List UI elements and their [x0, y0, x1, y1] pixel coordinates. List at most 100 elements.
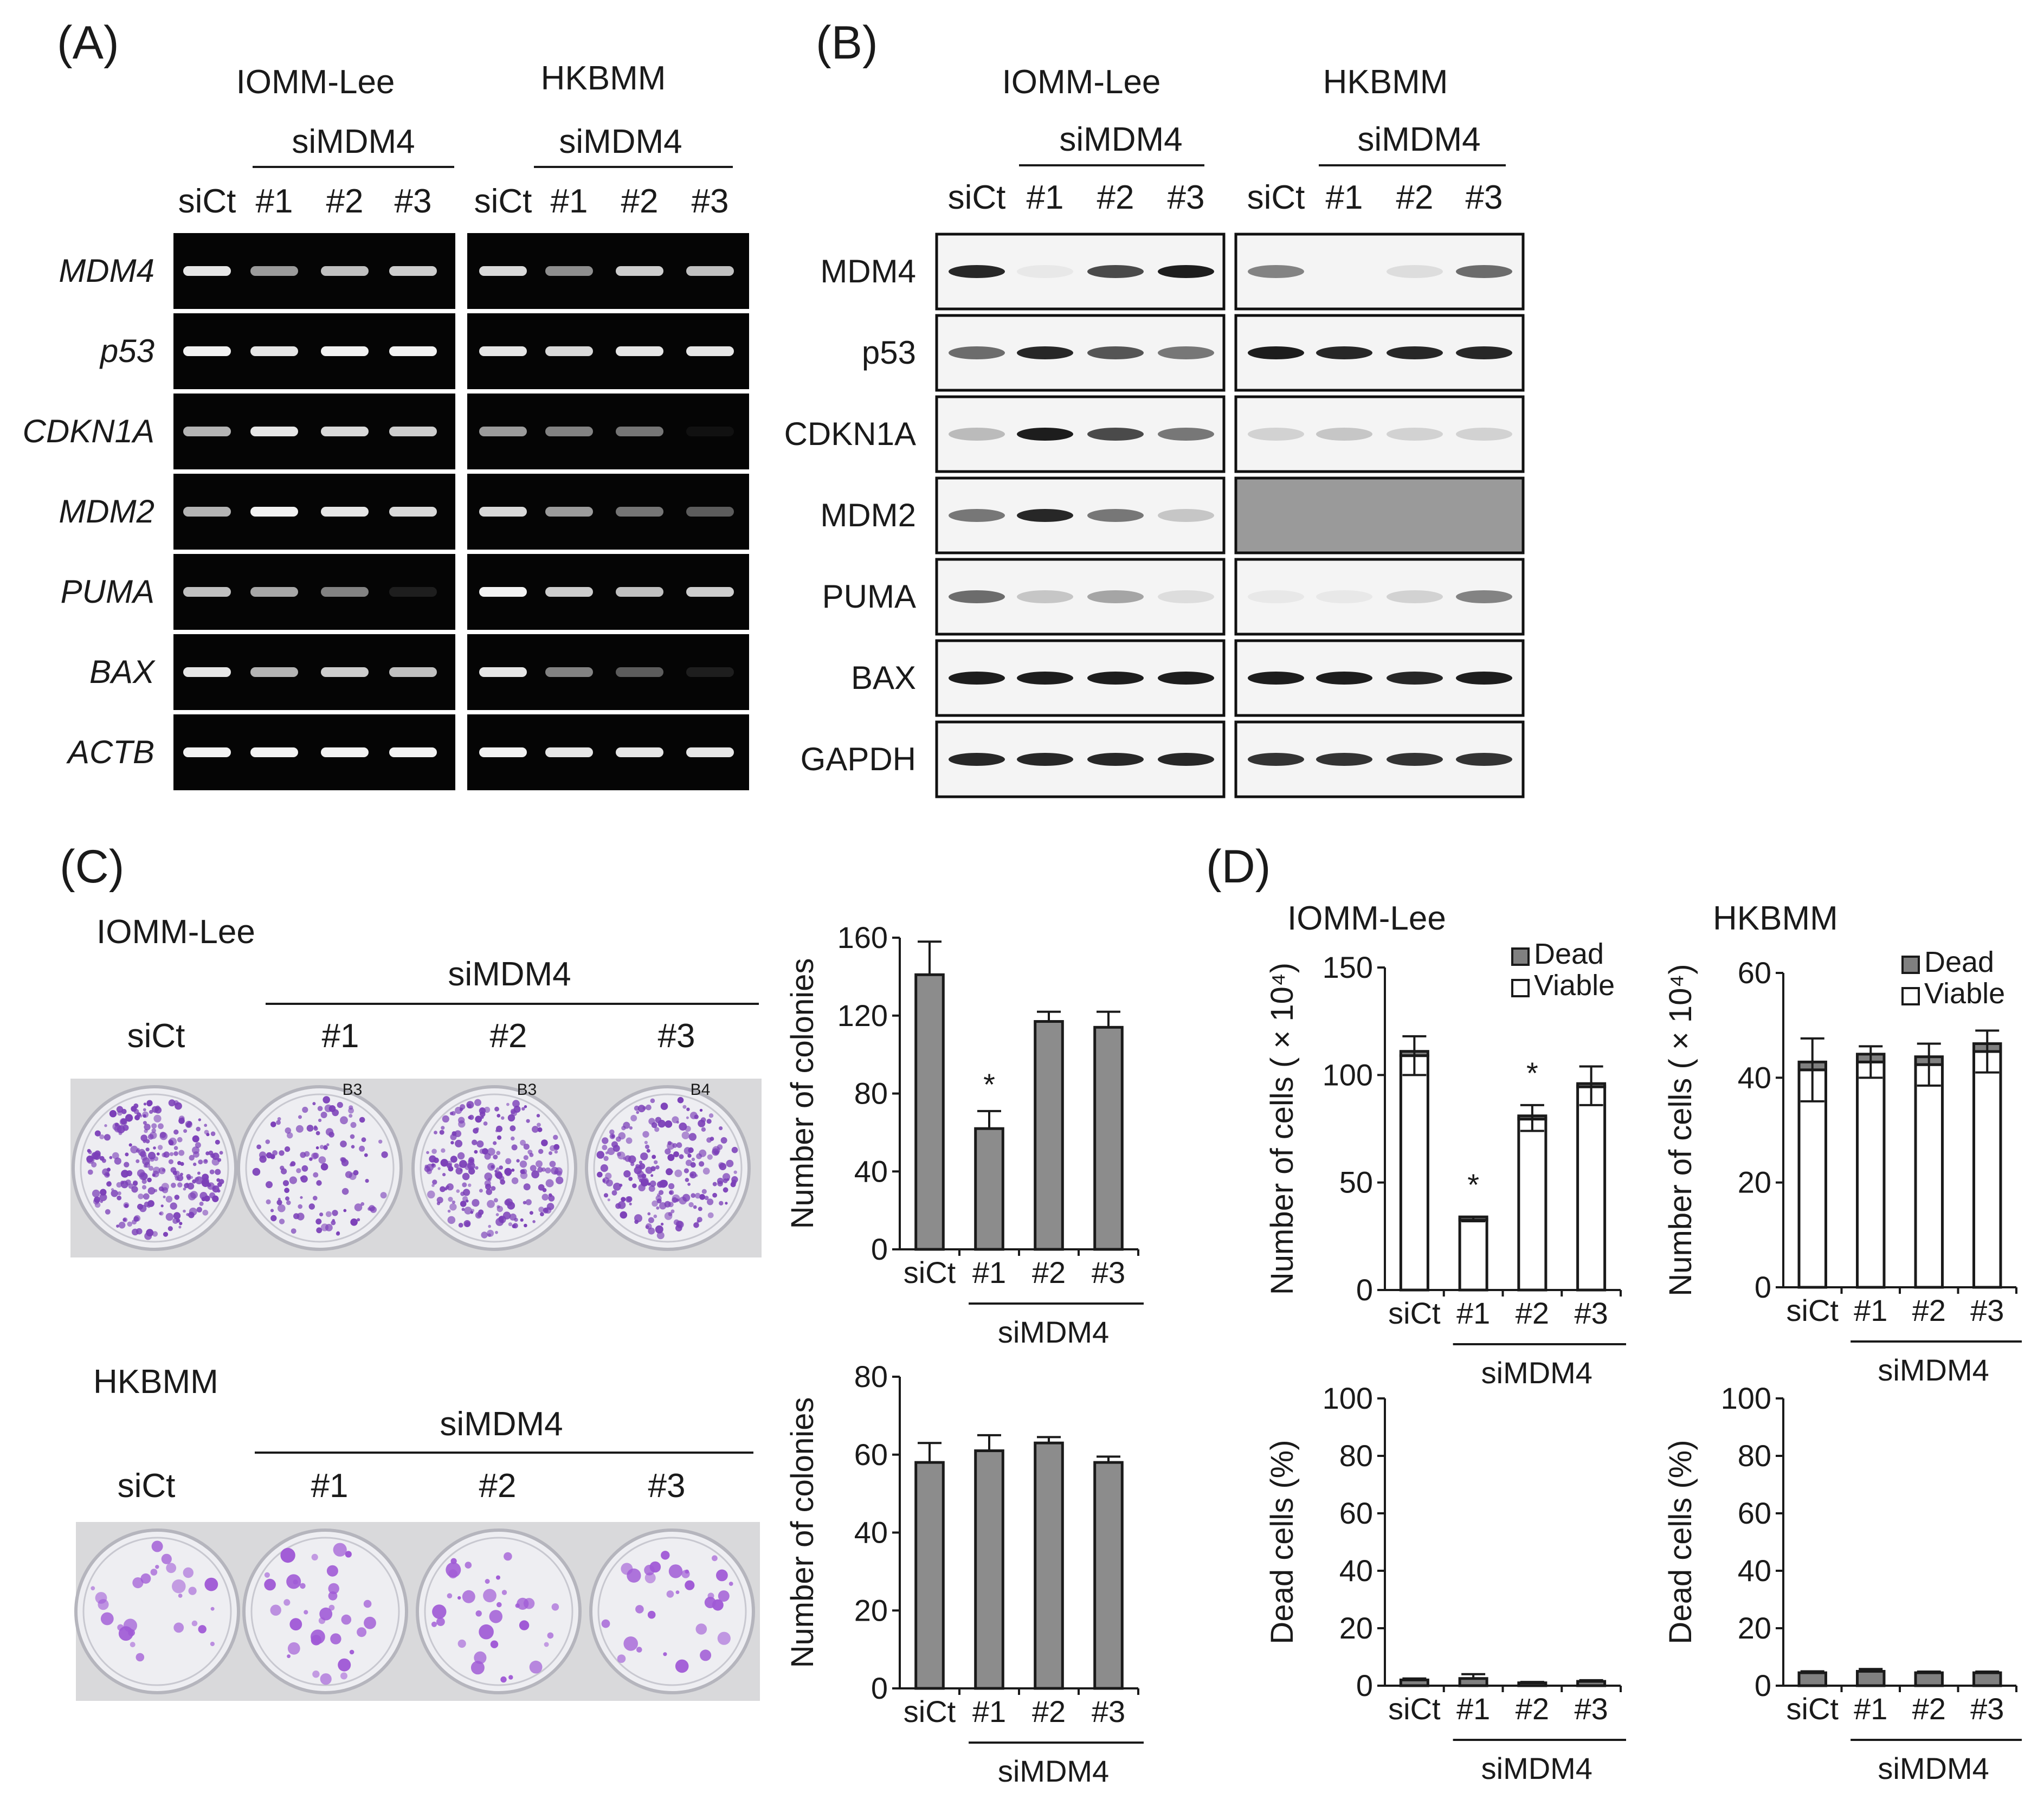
colony: [331, 1220, 336, 1226]
blot-band: [1087, 753, 1144, 766]
colony: [526, 1119, 530, 1123]
gel-band: [686, 507, 734, 517]
colony: [144, 1124, 151, 1131]
colony: [532, 1220, 536, 1223]
colony: [467, 1162, 475, 1170]
colony: [127, 1221, 133, 1227]
colony: [508, 1675, 513, 1680]
colony: [681, 1131, 690, 1139]
colony: [644, 1140, 648, 1144]
colony: [511, 1136, 515, 1141]
colony: [287, 1642, 300, 1655]
gel-band: [479, 266, 527, 276]
colony: [147, 1177, 152, 1183]
legend-swatch-dead: [1511, 947, 1530, 966]
colony: [685, 1580, 695, 1590]
colony: [123, 1202, 130, 1208]
colony: [153, 1114, 162, 1123]
colony: [150, 1569, 158, 1576]
colony: [524, 1223, 527, 1228]
gene-label: MDM2: [59, 493, 154, 530]
colony: [677, 1097, 684, 1104]
y-tick-label: 40: [1738, 1553, 1771, 1588]
bar-viable: [1399, 1054, 1429, 1292]
colony: [318, 1617, 326, 1624]
colony: [426, 1151, 429, 1155]
colony: [159, 1211, 164, 1216]
blot-band: [1158, 509, 1214, 522]
colony: [704, 1597, 716, 1608]
gel-band: [183, 587, 231, 597]
colony: [177, 1175, 184, 1182]
y-tick-label: 0: [871, 1232, 888, 1266]
colony: [553, 1134, 558, 1140]
colony: [718, 1590, 730, 1602]
colony: [183, 1567, 194, 1578]
colony: [463, 1189, 470, 1196]
gel-band: [616, 507, 663, 517]
gel-band: [616, 587, 663, 597]
colony: [173, 1622, 184, 1633]
colony: [209, 1169, 215, 1175]
colony: [457, 1152, 465, 1160]
colony: [527, 1150, 533, 1155]
colony: [109, 1110, 117, 1118]
colony: [177, 1137, 183, 1143]
colony: [512, 1223, 518, 1229]
y-tick-label: 80: [854, 1076, 888, 1111]
colony: [685, 1569, 689, 1574]
y-tick-label: 100: [1323, 1381, 1373, 1415]
y-tick-label: 20: [1738, 1165, 1771, 1199]
colony: [168, 1139, 173, 1144]
colony: [311, 1629, 325, 1644]
colony: [668, 1564, 683, 1578]
gel-band: [183, 667, 231, 677]
colony: [104, 1134, 111, 1141]
colony: [670, 1209, 675, 1214]
protein-label: CDKN1A: [784, 416, 916, 452]
colony: [153, 1146, 156, 1150]
panel-a-label: (A): [57, 17, 119, 69]
colony: [536, 1160, 543, 1168]
gel-band: [183, 427, 231, 436]
colony: [284, 1146, 291, 1152]
colony: [300, 1196, 303, 1199]
colony: [712, 1555, 718, 1562]
colony: [693, 1205, 697, 1209]
blot-band: [1248, 753, 1304, 766]
colony: [597, 1171, 603, 1178]
blot-band: [1456, 753, 1512, 766]
lane-label: #3: [1466, 179, 1503, 216]
colony: [187, 1121, 192, 1126]
colony: [124, 1162, 130, 1168]
blot-band: [1158, 590, 1214, 603]
y-tick-label: 80: [854, 1359, 888, 1394]
colony: [155, 1107, 159, 1112]
colony: [468, 1183, 472, 1187]
plate-well: [74, 1528, 240, 1694]
lane-label: siCt: [1247, 179, 1305, 216]
colony: [638, 1184, 646, 1191]
colony: [600, 1164, 608, 1172]
colony: [126, 1170, 133, 1177]
colony: [283, 1599, 291, 1606]
group-label: siMDM4: [998, 1754, 1109, 1788]
plate-group-label: siMDM4: [440, 1405, 563, 1443]
colony: [483, 1589, 497, 1603]
colony: [474, 1150, 478, 1154]
plate-cell-line: HKBMM: [93, 1363, 218, 1401]
colony: [134, 1215, 141, 1222]
colony: [140, 1573, 151, 1584]
bar: [1034, 1441, 1064, 1690]
blot-band: [1158, 753, 1214, 766]
gel-band: [545, 667, 593, 677]
colony: [100, 1612, 114, 1626]
colony: [538, 1184, 545, 1191]
x-tick-label: #3: [1970, 1293, 2004, 1327]
colony: [364, 1153, 368, 1157]
colony: [523, 1155, 528, 1160]
gel-band: [686, 346, 734, 356]
colony: [512, 1100, 520, 1108]
colony: [731, 1146, 738, 1153]
colony: [341, 1614, 352, 1625]
